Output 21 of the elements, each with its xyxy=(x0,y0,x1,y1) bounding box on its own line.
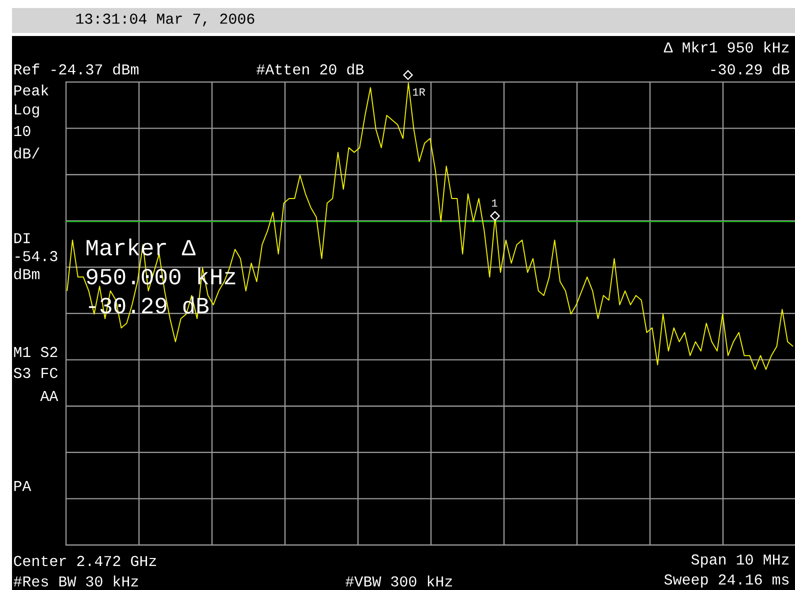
text: Center 2.472 GHz xyxy=(14,556,156,566)
annotation: 1 xyxy=(492,199,498,207)
text: Sweep 24.16 ms xyxy=(664,574,789,588)
text: 10 xyxy=(14,126,30,136)
text: AA xyxy=(40,391,58,401)
text: Log xyxy=(14,104,39,118)
text: #VBW 300 kHz xyxy=(346,575,452,587)
text: PA xyxy=(14,481,32,491)
chart-title: 13:31:04 Mar 7, 2006 xyxy=(76,14,254,26)
text: #Res BW 30 kHz xyxy=(14,575,138,587)
text: dB/ xyxy=(14,147,40,159)
text: Δ Mkr1 950 kHz xyxy=(664,41,789,52)
text: M1 S2 xyxy=(14,346,58,358)
annotation: 1R xyxy=(413,88,426,96)
text: -30.29 dB xyxy=(711,63,790,75)
ref-line-label: DI -54.3 dBm xyxy=(14,233,58,280)
text: #Atten 20 dB xyxy=(256,63,364,75)
text: S3 FC xyxy=(14,368,58,378)
text: Ref -24.37 dBm xyxy=(14,63,138,75)
text: Peak xyxy=(14,84,48,96)
text: Span 10 MHz xyxy=(691,554,789,568)
